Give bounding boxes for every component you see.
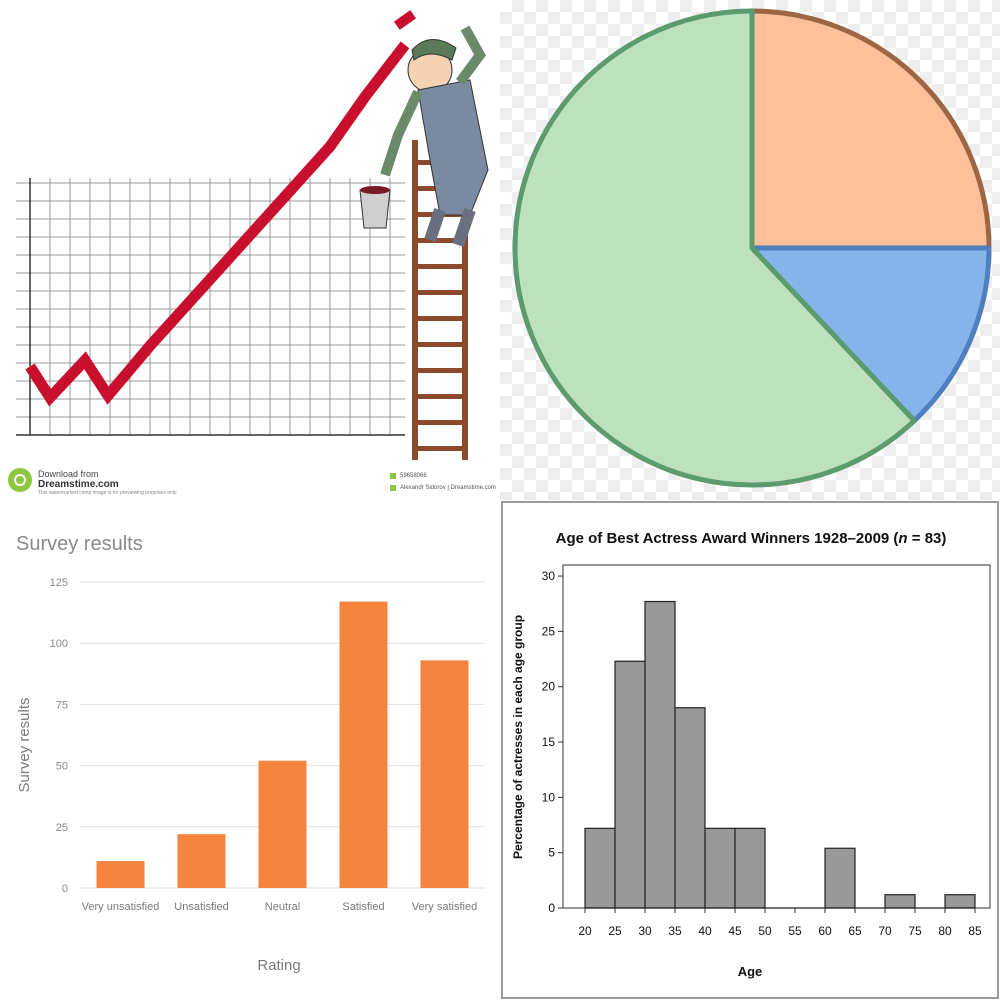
histogram-bar: [674, 707, 706, 909]
watermark-line3: This watermarked comp image is for previ…: [38, 490, 178, 496]
survey-y-axis-label: Survey results: [16, 697, 33, 792]
histogram-bar: [884, 894, 916, 909]
ladder-rung: [414, 316, 466, 321]
histogram-bar: [584, 827, 616, 909]
histogram-y-axis-label: Percentage of actresses in each age grou…: [511, 615, 525, 859]
ladder-rung: [414, 394, 466, 399]
histogram-bar: [944, 894, 976, 909]
watermark-id-icon: [390, 473, 396, 479]
survey-y-tick-label: 0: [62, 883, 68, 895]
painter-illustration: [359, 10, 489, 247]
survey-bar: [258, 760, 307, 888]
histogram-panel: Age of Best Actress Award Winners 1928–2…: [500, 500, 1000, 1000]
histogram-y-tick-label: 30: [542, 569, 556, 583]
histogram-bar: [704, 827, 736, 909]
histogram-x-tick-label: 85: [968, 924, 982, 938]
survey-bar-chart: Survey results Survey results Rating 0 25…: [16, 533, 485, 974]
trend-illustration-panel: Download from Dreamstime.com This waterm…: [0, 0, 500, 500]
survey-y-tick-label: 125: [50, 577, 68, 589]
histogram-x-tick-label: 60: [818, 924, 832, 938]
histogram-x-axis-label: Age: [738, 964, 763, 979]
histogram-title-part: Age of Best Actress Award Winners 1928–2…: [556, 530, 899, 547]
survey-bar: [339, 601, 388, 888]
survey-chart-panel: Survey results Survey results Rating 0 25…: [0, 500, 500, 1000]
histogram-x-tick-label: 25: [608, 924, 622, 938]
histogram-x-tick-label: 75: [908, 924, 922, 938]
pie-slice: [749, 8, 992, 251]
histogram-x-tick-label: 35: [668, 924, 682, 938]
watermark-image-id: 59658066: [400, 473, 427, 479]
histogram-x-tick-label: 20: [578, 924, 592, 938]
histogram-x-tick-label: 50: [758, 924, 772, 938]
histogram-x-tick-label: 45: [728, 924, 742, 938]
ladder-rung: [414, 420, 466, 425]
histogram-title-suffix: = 83): [908, 530, 947, 547]
survey-y-tick-label: 100: [50, 638, 68, 650]
survey-bar: [96, 861, 145, 888]
histogram-y-tick-label: 10: [542, 790, 556, 804]
histogram-y-tick-label: 15: [542, 735, 556, 749]
ladder-rung: [414, 342, 466, 347]
dreamstime-logo-icon: [8, 468, 32, 492]
histogram-y-tick-label: 20: [542, 680, 556, 694]
histogram-x-tick-label: 65: [848, 924, 862, 938]
trend-grid: [16, 178, 405, 436]
histogram-x-tick-label: 30: [638, 924, 652, 938]
pie-chart: [512, 8, 992, 488]
trend-chart: [16, 10, 489, 460]
histogram-title-n: n: [898, 530, 907, 547]
survey-x-tick-label: Very satisfied: [412, 901, 477, 913]
histogram-title: Age of Best Actress Award Winners 1928–2…: [556, 530, 947, 547]
watermark-bar: [0, 462, 500, 500]
ladder-rung: [414, 290, 466, 295]
histogram-y-tick-label: 5: [548, 846, 555, 860]
survey-chart-title: Survey results: [16, 533, 143, 555]
histogram-bar: [824, 847, 856, 909]
histogram-x-tick-label: 55: [788, 924, 802, 938]
pie-chart-panel: [500, 0, 1000, 500]
histogram-bar: [644, 600, 676, 909]
pie-slice: [512, 8, 917, 488]
survey-x-axis-label: Rating: [257, 957, 300, 974]
ladder-rung: [414, 446, 466, 451]
survey-x-tick-label: Unsatisfied: [174, 901, 228, 913]
histogram-bar: [614, 660, 646, 909]
histogram-y-tick-label: 0: [548, 901, 555, 915]
survey-bar: [420, 660, 469, 888]
ladder-rung: [414, 264, 466, 269]
histogram-x-tick-label: 70: [878, 924, 892, 938]
watermark-author: Alexandr Sidorov | Dreamstime.com: [400, 485, 496, 491]
watermark-line1: Download from: [38, 469, 99, 479]
survey-x-tick-label: Very unsatisfied: [82, 901, 160, 913]
survey-y-tick-label: 50: [56, 761, 68, 773]
age-histogram: Age of Best Actress Award Winners 1928–2…: [501, 501, 999, 999]
ladder-rung: [414, 368, 466, 373]
survey-x-tick-label: Neutral: [265, 901, 300, 913]
survey-bar: [177, 834, 226, 888]
histogram-x-tick-label: 40: [698, 924, 712, 938]
histogram-y-tick-label: 25: [542, 624, 556, 638]
ladder-rung: [414, 238, 466, 243]
pie-slice: [749, 245, 992, 424]
survey-y-tick-label: 75: [56, 699, 68, 711]
watermark-author-icon: [390, 485, 396, 491]
survey-x-tick-label: Satisfied: [342, 901, 384, 913]
survey-y-tick-label: 25: [56, 822, 68, 834]
histogram-x-tick-label: 80: [938, 924, 952, 938]
watermark-line2: Dreamstime.com: [38, 479, 119, 490]
histogram-bar: [734, 827, 766, 909]
